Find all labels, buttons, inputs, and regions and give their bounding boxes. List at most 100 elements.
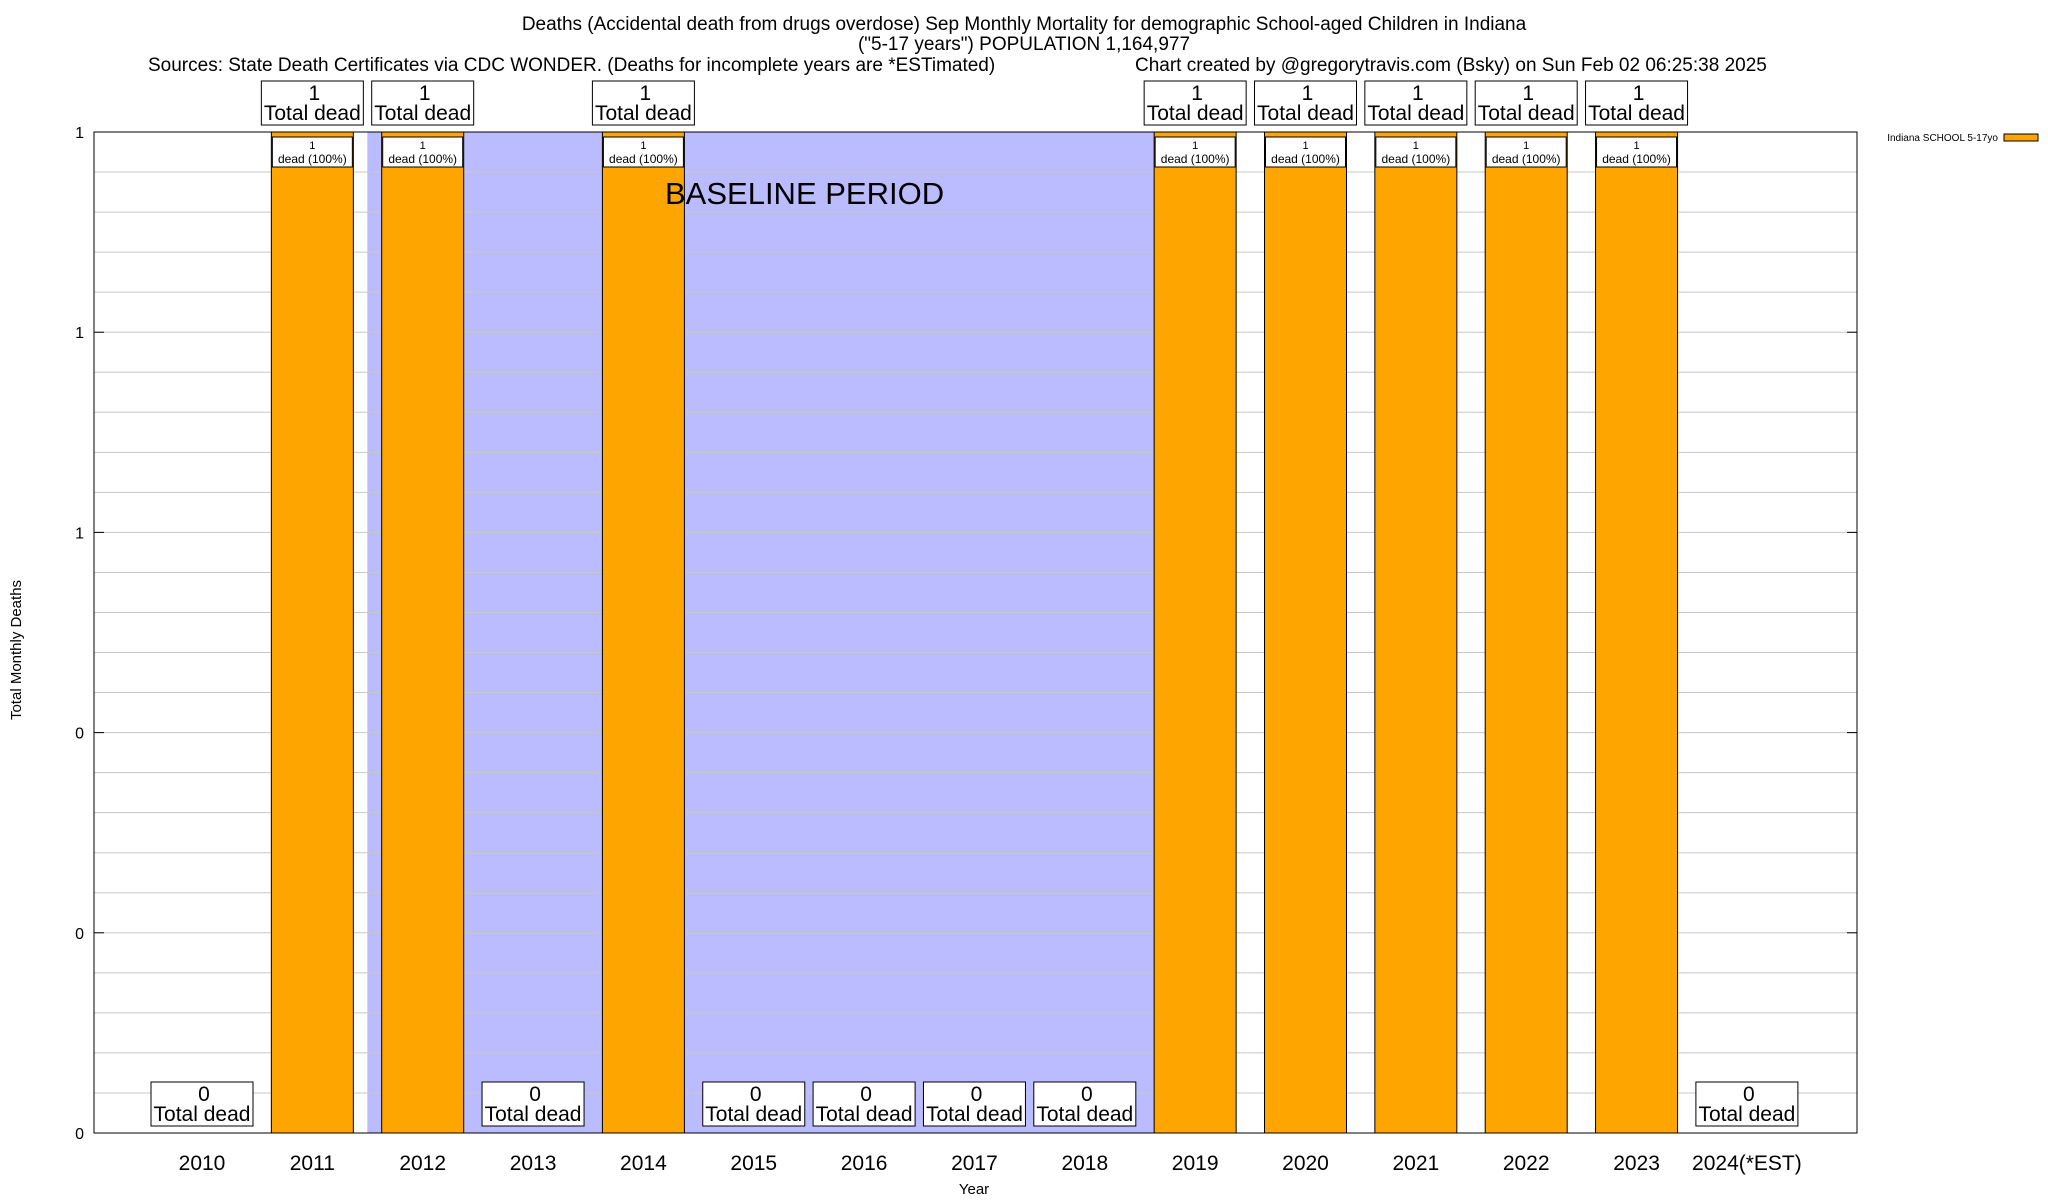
total-label-box — [1033, 1081, 1137, 1127]
total-label-text: Total dead — [926, 1103, 1023, 1126]
total-label-count: 1 — [419, 82, 431, 105]
baseline-region-group — [367, 132, 1167, 1133]
bar — [1153, 131, 1237, 1134]
x-tick-label: 2023 — [1613, 1152, 1660, 1175]
bar — [1484, 131, 1568, 1134]
total-label-text: Total dead — [485, 1103, 582, 1126]
segment-label-box — [1485, 136, 1567, 168]
total-label-count: 0 — [1081, 1083, 1093, 1106]
total-label-box — [371, 80, 475, 126]
total-label-text: Total dead — [1588, 102, 1685, 125]
total-label-count: 0 — [529, 1083, 541, 1106]
x-tick-label: 2013 — [510, 1152, 557, 1175]
segment-label-count: 1 — [640, 140, 646, 152]
y-axis-label: Total Monthly Deaths — [8, 580, 25, 720]
x-tick-label: 2014 — [620, 1152, 667, 1175]
segment-label-box — [382, 136, 464, 168]
y-tick-label: 0 — [75, 1126, 84, 1143]
total-label-text: Total dead — [816, 1103, 913, 1126]
segment-label-box — [271, 136, 353, 168]
segment-label-count: 1 — [1633, 140, 1639, 152]
axis-ticks: 0 0 0 1 1 1 2010 2011 2012 2013 2014 2015 2016 2017 20… — [75, 125, 1857, 1175]
x-tick-label: 2018 — [1061, 1152, 1108, 1175]
segment-label-text: dead (100%) — [1602, 152, 1671, 166]
y-tick-label: 1 — [75, 125, 84, 142]
segment-label-text: dead (100%) — [1492, 152, 1561, 166]
segment-label-box — [1375, 136, 1457, 168]
segment-label-box — [1265, 136, 1346, 168]
chart-title-line-1: Deaths (Accidental death from drugs over… — [522, 14, 1527, 35]
total-label-text: Total dead — [1257, 102, 1354, 125]
x-tick-label: 2022 — [1503, 1152, 1550, 1175]
total-label-count: 1 — [1302, 82, 1314, 105]
total-label-text: Total dead — [1036, 1103, 1133, 1126]
segment-label-count: 1 — [1302, 140, 1308, 152]
total-label-count: 1 — [1522, 82, 1534, 105]
total-label-count: 0 — [750, 1083, 762, 1106]
plot-frame — [93, 131, 1858, 1134]
total-label-text: Total dead — [154, 1103, 251, 1126]
x-tick-label: 2024(*EST) — [1692, 1152, 1802, 1175]
x-tick-label: 2011 — [290, 1152, 335, 1175]
total-label-text: Total dead — [1367, 102, 1464, 125]
total-label-text: Total dead — [595, 102, 692, 125]
segment-label-text: dead (100%) — [388, 152, 457, 166]
total-label-count: 1 — [1191, 82, 1203, 105]
chart-title-line-2: ("5-17 years") POPULATION 1,164,977 — [858, 34, 1190, 55]
total-label-count: 1 — [1633, 82, 1645, 105]
total-label-box — [1364, 80, 1468, 126]
total-label-text: Total dead — [374, 102, 471, 125]
x-tick-label: 2021 — [1392, 1152, 1439, 1175]
total-label-count: 0 — [198, 1083, 210, 1106]
bar — [1374, 131, 1458, 1134]
segment-label-text: dead (100%) — [609, 152, 678, 166]
total-label-count: 0 — [860, 1083, 872, 1106]
y-tick-label: 0 — [75, 926, 84, 943]
total-label-box — [591, 80, 695, 126]
segment-label-count: 1 — [420, 140, 426, 152]
total-label-box — [1143, 80, 1247, 126]
x-axis-label: Year — [959, 1181, 989, 1198]
x-tick-label: 2019 — [1172, 1152, 1219, 1175]
total-label-box — [481, 1081, 585, 1127]
x-tick-label: 2017 — [951, 1152, 998, 1175]
baseline-label: BASELINE PERIOD — [665, 176, 944, 211]
total-label-text: Total dead — [1698, 1103, 1795, 1126]
x-tick-label: 2020 — [1282, 1152, 1329, 1175]
total-label-box — [812, 1081, 916, 1127]
total-label-count: 1 — [1412, 82, 1424, 105]
total-label-box — [702, 1081, 806, 1127]
total-label-count: 1 — [640, 82, 652, 105]
total-label-text: Total dead — [705, 1103, 802, 1126]
total-label-box — [260, 80, 364, 126]
segment-label-count: 1 — [309, 140, 315, 152]
segment-label-count: 1 — [1523, 140, 1529, 152]
bar — [1264, 131, 1347, 1134]
segment-label-text: dead (100%) — [1271, 152, 1340, 166]
total-label-box — [1254, 80, 1357, 126]
baseline-region — [367, 132, 1167, 1133]
x-tick-label: 2015 — [730, 1152, 777, 1175]
total-label-text: Total dead — [1478, 102, 1575, 125]
total-label-box — [1474, 80, 1578, 126]
y-tick-label: 0 — [75, 726, 84, 743]
total-label-text: Total dead — [1147, 102, 1244, 125]
total-label-count: 0 — [1743, 1083, 1755, 1106]
bar — [1595, 131, 1679, 1134]
y-tick-label: 1 — [75, 325, 84, 342]
total-label-count: 1 — [309, 82, 321, 105]
bar — [270, 131, 354, 1134]
total-label-count: 0 — [971, 1083, 983, 1106]
bar — [601, 131, 685, 1134]
total-label-text: Total dead — [264, 102, 361, 125]
segment-label-text: dead (100%) — [1161, 152, 1230, 166]
x-tick-label: 2012 — [399, 1152, 446, 1175]
segment-label-count: 1 — [1192, 140, 1198, 152]
legend-label: Indiana SCHOOL 5-17yo — [1887, 133, 1998, 144]
bar — [381, 131, 465, 1134]
segment-label-box — [1154, 136, 1236, 168]
total-label-box — [150, 1081, 254, 1127]
x-tick-label: 2010 — [179, 1152, 226, 1175]
segment-label-box — [602, 136, 684, 168]
